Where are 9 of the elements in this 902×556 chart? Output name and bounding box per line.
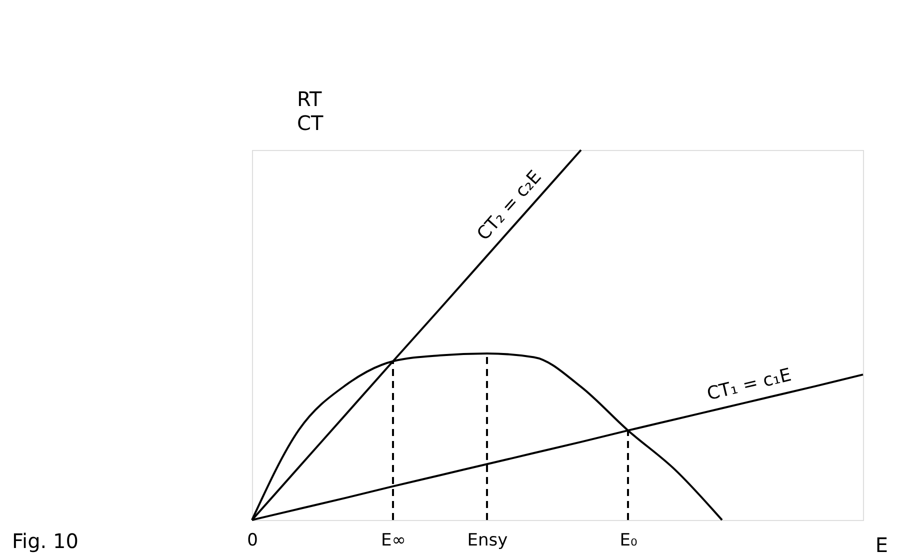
text: CT₁ = c₁E <box>705 364 794 405</box>
y-axis-title: RT CT <box>297 87 324 135</box>
caption: Fig. 10 <box>12 529 78 553</box>
text: CT₂ = c₂E <box>473 166 546 245</box>
x-tick-label: 0 <box>247 530 258 550</box>
x-tick-label: E₀ <box>620 530 638 550</box>
x-axis-title: E <box>875 533 888 556</box>
x-tick-label: E∞ <box>381 530 406 550</box>
x-tick-label: Ensy <box>467 530 508 550</box>
